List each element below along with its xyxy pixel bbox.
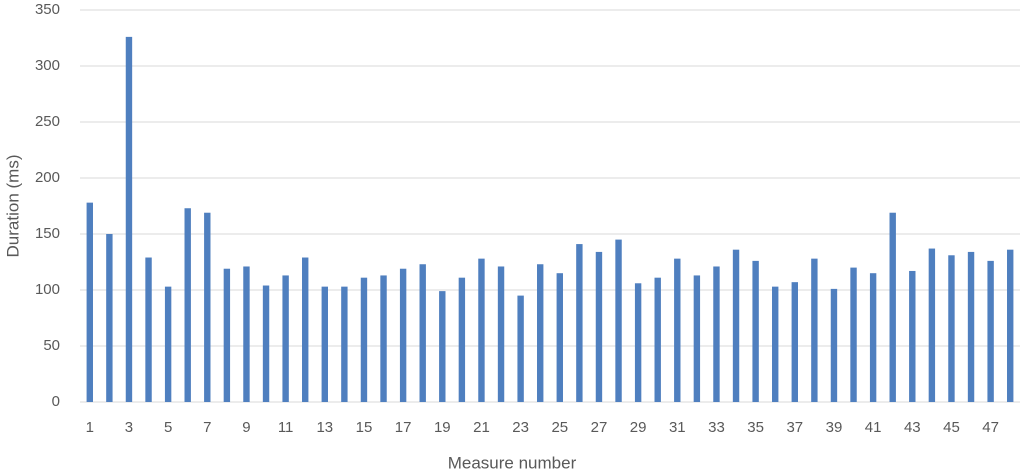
bar xyxy=(576,244,583,402)
y-tick-label: 300 xyxy=(35,57,60,74)
y-tick-label: 50 xyxy=(43,337,60,354)
bar xyxy=(752,260,759,402)
bar xyxy=(497,266,505,402)
y-tick-label: 0 xyxy=(52,393,60,410)
x-tick-label: 25 xyxy=(551,419,568,436)
bar xyxy=(987,260,994,402)
bar xyxy=(556,273,563,402)
bar xyxy=(223,268,231,402)
x-tick-label: 5 xyxy=(164,419,172,436)
bar xyxy=(478,258,485,402)
bar xyxy=(693,275,701,402)
bar xyxy=(674,258,681,402)
y-tick-label: 250 xyxy=(35,113,60,130)
bar xyxy=(595,251,603,402)
bar xyxy=(399,268,407,402)
bar xyxy=(243,266,250,402)
x-tick-label: 47 xyxy=(982,419,999,436)
bar xyxy=(106,234,113,402)
x-tick-label: 17 xyxy=(395,419,412,436)
bar xyxy=(909,270,916,402)
x-tick-label: 23 xyxy=(512,419,529,436)
bar xyxy=(86,202,93,402)
x-tick-label: 37 xyxy=(786,419,803,436)
bar xyxy=(125,36,133,402)
bar xyxy=(830,288,838,402)
y-tick-label: 100 xyxy=(35,281,60,298)
y-tick-label: 200 xyxy=(35,169,60,186)
bar xyxy=(654,277,661,402)
bar xyxy=(145,257,152,402)
bar xyxy=(302,257,309,402)
bar xyxy=(458,277,466,402)
bar xyxy=(360,277,368,402)
bar xyxy=(380,275,387,402)
bar xyxy=(164,286,172,402)
x-tick-label: 7 xyxy=(203,419,211,436)
y-axis-title: Duration (ms) xyxy=(3,155,22,258)
bar xyxy=(341,286,348,402)
bar xyxy=(1007,249,1014,402)
bar xyxy=(184,208,191,402)
bar xyxy=(811,258,818,402)
bar xyxy=(321,286,328,402)
bar xyxy=(419,264,426,402)
x-tick-label: 21 xyxy=(473,419,490,436)
bar xyxy=(204,212,211,402)
x-tick-label: 39 xyxy=(826,419,843,436)
bar xyxy=(634,283,642,402)
x-tick-label: 13 xyxy=(316,419,333,436)
x-tick-label: 3 xyxy=(125,419,133,436)
x-tick-label: 35 xyxy=(747,419,764,436)
bar xyxy=(772,286,779,402)
bar xyxy=(517,295,524,402)
x-tick-label: 43 xyxy=(904,419,921,436)
x-tick-label: 45 xyxy=(943,419,960,436)
bar xyxy=(889,212,896,402)
y-tick-label: 350 xyxy=(35,1,60,18)
bar xyxy=(262,285,270,402)
bar xyxy=(850,267,857,402)
bar xyxy=(791,282,798,402)
y-tick-label: 150 xyxy=(35,225,60,242)
x-tick-label: 33 xyxy=(708,419,725,436)
bar xyxy=(615,239,622,402)
x-tick-label: 15 xyxy=(356,419,373,436)
bar xyxy=(967,251,975,402)
x-tick-label: 31 xyxy=(669,419,686,436)
bar xyxy=(869,273,877,402)
x-tick-label: 19 xyxy=(434,419,451,436)
x-axis-title: Measure number xyxy=(448,453,577,472)
bar xyxy=(928,248,936,402)
bar xyxy=(948,255,955,402)
bar xyxy=(439,291,446,402)
x-tick-label: 27 xyxy=(591,419,608,436)
x-tick-label: 1 xyxy=(86,419,94,436)
x-tick-label: 11 xyxy=(278,419,294,436)
bar xyxy=(282,275,289,402)
x-tick-label: 41 xyxy=(865,419,882,436)
x-tick-label: 9 xyxy=(242,419,250,436)
bar xyxy=(732,249,740,402)
bar xyxy=(713,266,720,402)
x-tick-label: 29 xyxy=(630,419,647,436)
bar xyxy=(537,264,544,402)
